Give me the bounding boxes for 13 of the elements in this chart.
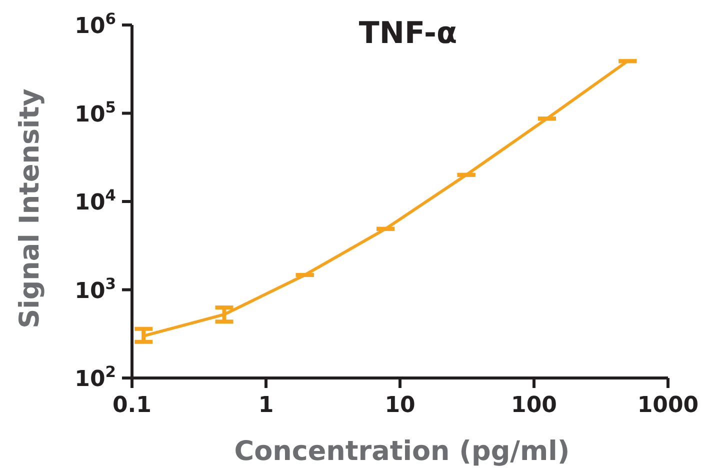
y-tick-label: 10$^{3}$: [74, 274, 116, 304]
x-tick-label: 10: [384, 393, 416, 418]
x-axis-title: Concentration (pg/ml): [233, 436, 571, 467]
chart-title: TNF-α: [358, 16, 458, 51]
y-tick-label: 10$^{4}$: [74, 186, 116, 216]
x-tick-label: 100: [511, 393, 557, 418]
y-tick-label: 10$^{6}$: [74, 10, 116, 39]
y-axis-title: Signal Intensity: [14, 88, 46, 330]
y-tick-label: 10$^{2}$: [74, 363, 116, 392]
x-tick-label: 0.1: [112, 393, 152, 418]
y-tick-label: 10$^{5}$: [74, 98, 116, 128]
x-tick-label: 1: [258, 393, 274, 418]
x-tick-label: 1000: [637, 393, 699, 418]
